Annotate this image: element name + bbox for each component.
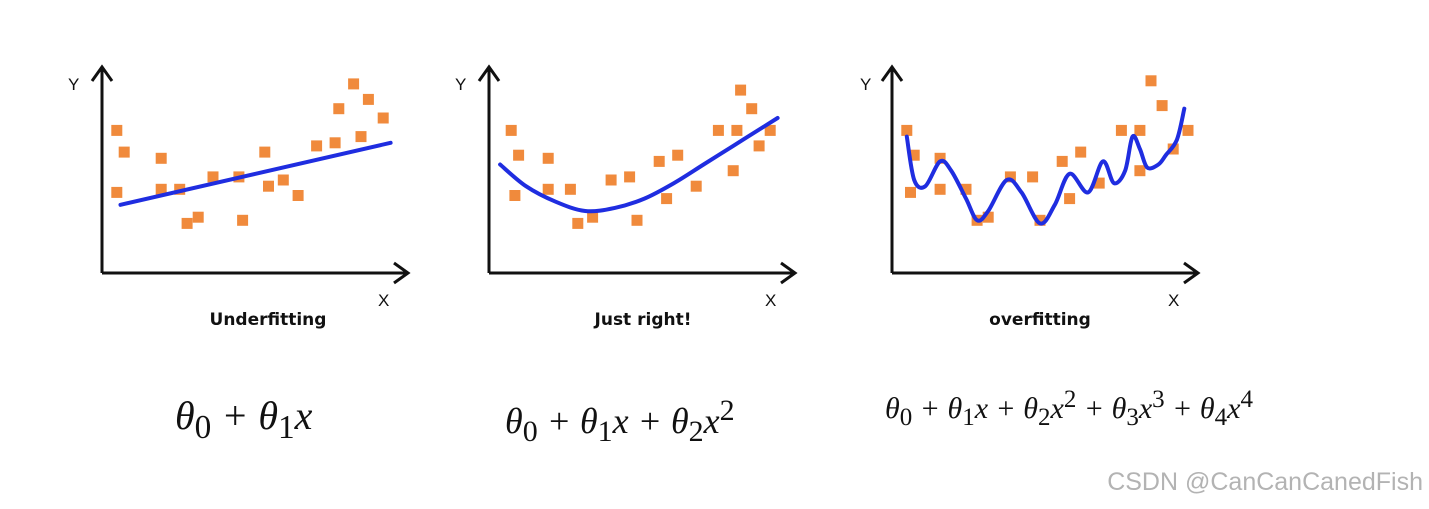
data-point xyxy=(653,155,665,167)
data-point xyxy=(155,152,167,164)
data-point xyxy=(753,140,765,152)
data-point xyxy=(564,183,576,195)
y-axis-arrowhead xyxy=(477,64,501,82)
data-point xyxy=(1145,75,1157,87)
data-point xyxy=(731,124,743,136)
data-point xyxy=(572,217,584,229)
data-point xyxy=(1004,171,1016,183)
data-point xyxy=(111,124,123,136)
y-axis-arrowhead xyxy=(90,64,114,82)
data-point xyxy=(1075,146,1087,158)
data-point xyxy=(764,124,776,136)
chart-just-right xyxy=(477,64,798,285)
data-point xyxy=(901,124,913,136)
chart-overfitting xyxy=(880,64,1201,285)
panel-underfitting: Y X Underfitting xyxy=(60,55,420,355)
data-point xyxy=(934,183,946,195)
data-point xyxy=(513,149,525,161)
data-point xyxy=(727,165,739,177)
formula-linear: θ0 + θ1x xyxy=(175,393,313,446)
data-point xyxy=(377,112,389,124)
watermark: CSDN @CanCanCanedFish xyxy=(1107,468,1423,496)
data-point xyxy=(1056,155,1068,167)
data-point xyxy=(118,146,130,158)
data-point xyxy=(1134,124,1146,136)
data-point xyxy=(181,217,193,229)
data-point xyxy=(329,137,341,149)
y-axis-label: Y xyxy=(860,75,872,94)
formula-quadratic: θ0 + θ1x + θ2x2 xyxy=(505,394,735,449)
chart-underfitting xyxy=(90,64,411,285)
data-point xyxy=(908,149,920,161)
data-point xyxy=(348,78,360,90)
data-point xyxy=(1115,124,1127,136)
data-point xyxy=(624,171,636,183)
x-axis-label: X xyxy=(765,291,777,310)
data-point xyxy=(1134,165,1146,177)
panel-title: overfitting xyxy=(989,310,1091,330)
panel-title: Just right! xyxy=(594,310,692,330)
data-point xyxy=(355,131,367,143)
data-point xyxy=(1034,214,1046,226)
data-point xyxy=(542,183,554,195)
data-point xyxy=(587,211,599,223)
data-point xyxy=(259,146,271,158)
data-point xyxy=(277,174,289,186)
data-point xyxy=(237,214,249,226)
data-point xyxy=(960,183,972,195)
data-point xyxy=(155,183,167,195)
data-point xyxy=(292,190,304,201)
data-point xyxy=(631,214,643,226)
data-point xyxy=(905,186,916,198)
fit-curve xyxy=(118,140,393,207)
data-point xyxy=(661,193,673,205)
x-axis-arrowhead xyxy=(393,261,411,285)
data-point xyxy=(735,84,747,96)
data-point xyxy=(672,149,684,161)
panel-overfitting: Y X overfitting xyxy=(850,55,1210,355)
x-axis-label: X xyxy=(1168,291,1180,310)
data-point xyxy=(509,190,521,201)
x-axis-arrowhead xyxy=(780,261,798,285)
y-axis-arrowhead xyxy=(880,64,904,82)
data-point xyxy=(1182,124,1194,136)
y-axis-label: Y xyxy=(68,75,80,94)
fit-curve xyxy=(904,106,1187,226)
panel-title: Underfitting xyxy=(209,310,327,330)
x-axis-label: X xyxy=(378,291,390,310)
data-point xyxy=(333,103,345,115)
data-point xyxy=(111,186,123,198)
data-point xyxy=(746,103,758,115)
data-point xyxy=(934,152,946,164)
data-point xyxy=(1027,171,1039,183)
formula-quartic: θ0 + θ1x + θ2x2 + θ3x3 + θ4x4 xyxy=(885,386,1253,431)
data-point xyxy=(192,211,204,223)
data-point xyxy=(712,124,724,136)
data-point xyxy=(505,124,517,136)
data-point xyxy=(207,171,219,183)
data-point xyxy=(263,180,274,192)
data-point xyxy=(1064,193,1076,205)
data-point xyxy=(542,152,554,164)
x-axis-arrowhead xyxy=(1183,261,1201,285)
data-point xyxy=(605,174,617,186)
data-point xyxy=(982,211,994,223)
data-point xyxy=(1156,100,1168,112)
fit-curve xyxy=(498,116,780,214)
data-point xyxy=(311,140,323,152)
data-point xyxy=(1093,177,1105,189)
y-axis-label: Y xyxy=(455,75,467,94)
panel-just-right: Y X Just right! xyxy=(447,55,807,355)
data-point xyxy=(690,180,702,192)
data-point xyxy=(362,93,374,105)
